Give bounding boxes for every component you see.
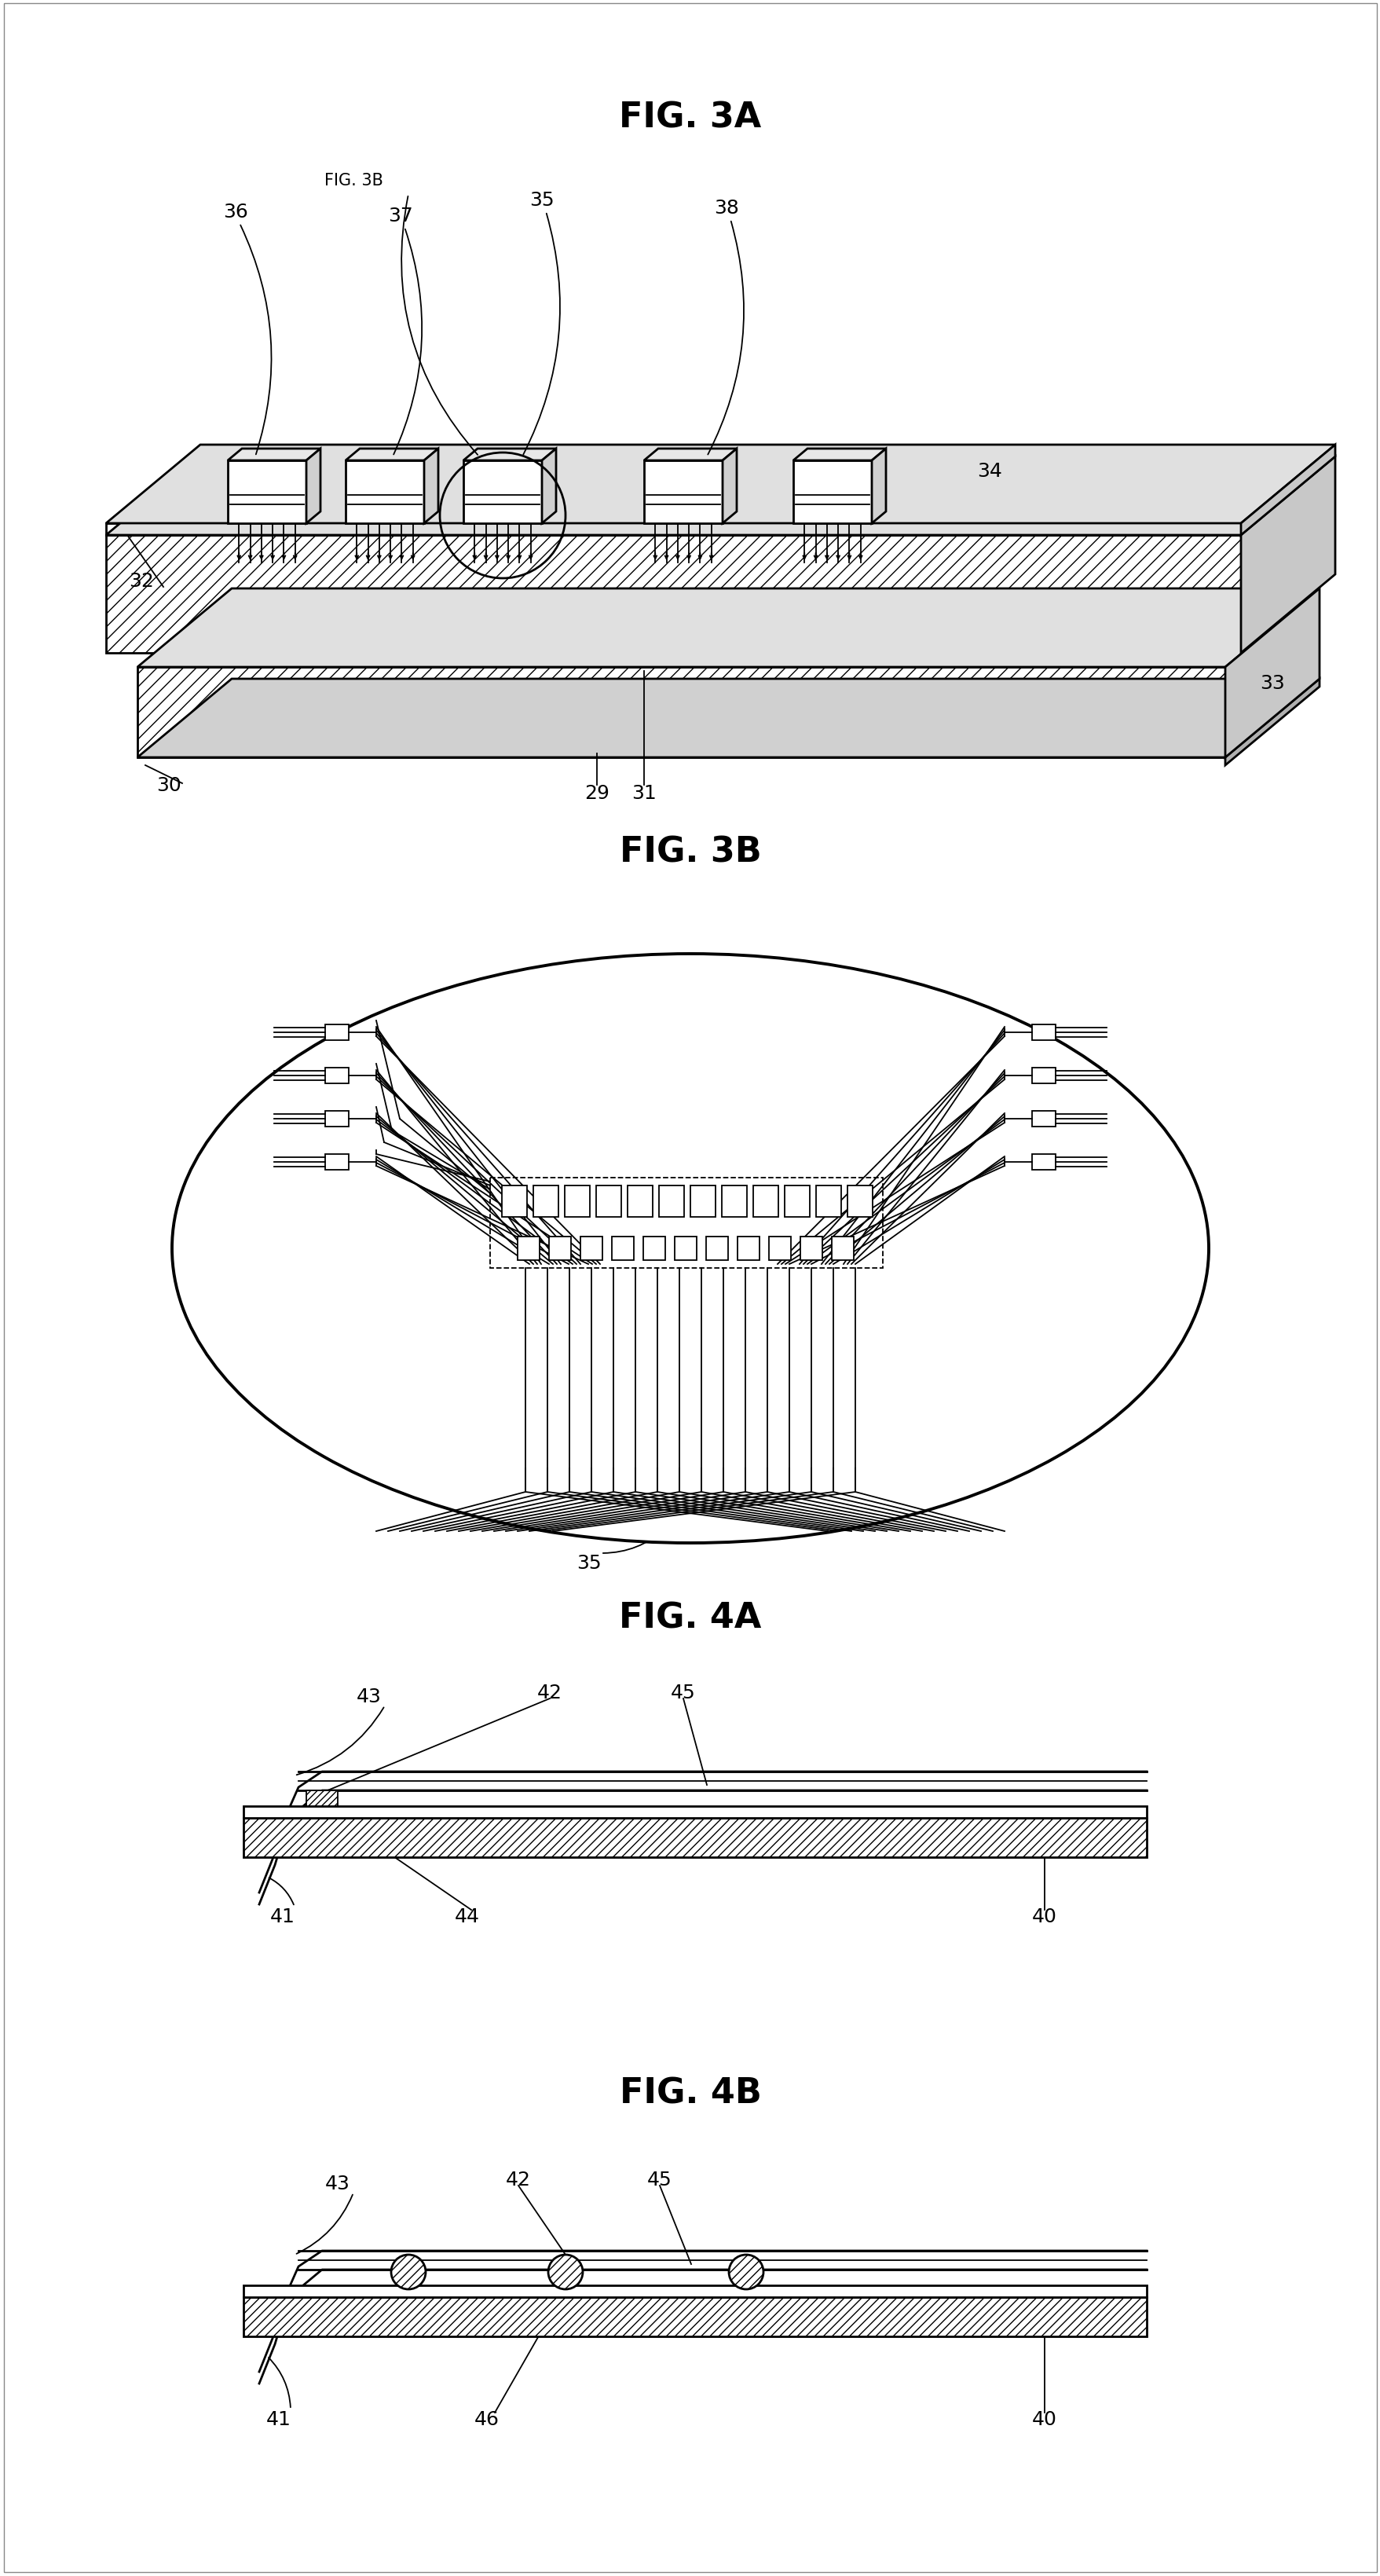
Polygon shape	[161, 654, 1201, 667]
Polygon shape	[138, 680, 1319, 757]
Ellipse shape	[172, 953, 1208, 1543]
Polygon shape	[722, 448, 737, 523]
Polygon shape	[1224, 590, 1319, 757]
Text: 40: 40	[1031, 2409, 1057, 2429]
Polygon shape	[106, 523, 1241, 536]
Bar	[596, 1185, 621, 1218]
Bar	[345, 461, 424, 523]
Bar	[800, 1236, 822, 1260]
Polygon shape	[138, 667, 1224, 757]
Polygon shape	[106, 456, 1334, 536]
Text: 38: 38	[713, 198, 738, 216]
Bar	[611, 1236, 633, 1260]
Text: FIG. 3B: FIG. 3B	[324, 173, 382, 188]
Bar	[306, 1790, 338, 1806]
Text: 35: 35	[577, 1553, 602, 1571]
Polygon shape	[345, 448, 437, 461]
Circle shape	[548, 2254, 582, 2290]
Bar	[831, 1236, 853, 1260]
Bar	[490, 1177, 882, 1267]
Polygon shape	[424, 448, 437, 523]
Bar	[324, 1154, 349, 1170]
Polygon shape	[541, 448, 556, 523]
Bar	[243, 1819, 1145, 1857]
Polygon shape	[794, 448, 886, 461]
Polygon shape	[1241, 446, 1334, 536]
Text: 41: 41	[266, 2409, 291, 2429]
Bar	[658, 1185, 683, 1218]
Bar	[1031, 1069, 1056, 1084]
Circle shape	[391, 2254, 425, 2290]
Text: 44: 44	[454, 1906, 480, 1927]
Bar	[580, 1236, 602, 1260]
Bar	[1031, 1110, 1056, 1128]
Text: 31: 31	[631, 783, 656, 804]
Bar	[794, 461, 871, 523]
Text: 36: 36	[224, 204, 248, 222]
Bar	[464, 461, 541, 523]
Bar	[324, 1025, 349, 1041]
Polygon shape	[106, 536, 1241, 654]
Text: 39: 39	[575, 1103, 600, 1121]
Text: 43: 43	[356, 1687, 381, 1705]
Bar	[243, 2298, 1145, 2336]
Bar	[564, 1185, 589, 1218]
Text: FIG. 4A: FIG. 4A	[618, 1600, 762, 1636]
Bar	[722, 1185, 747, 1218]
Polygon shape	[643, 448, 737, 461]
Bar	[847, 1185, 872, 1218]
Polygon shape	[106, 446, 1334, 523]
Bar	[1031, 1154, 1056, 1170]
Text: 35: 35	[529, 191, 553, 209]
Polygon shape	[306, 448, 320, 523]
Text: 32: 32	[128, 572, 153, 590]
Polygon shape	[871, 448, 886, 523]
Polygon shape	[1241, 456, 1334, 654]
Bar	[533, 1185, 558, 1218]
Bar	[324, 1110, 349, 1128]
Bar	[675, 1236, 697, 1260]
Bar	[549, 1236, 571, 1260]
Bar	[753, 1185, 778, 1218]
Text: 42: 42	[537, 1682, 562, 1703]
Bar	[501, 1185, 527, 1218]
Bar	[816, 1185, 840, 1218]
Bar	[243, 1806, 1145, 1819]
Bar	[643, 461, 722, 523]
Bar	[627, 1185, 653, 1218]
Bar	[228, 461, 306, 523]
Bar	[324, 1069, 349, 1084]
Text: 42: 42	[505, 2169, 531, 2190]
Polygon shape	[464, 448, 556, 461]
Text: 30: 30	[156, 775, 181, 796]
Text: 33: 33	[1259, 675, 1285, 693]
Bar	[769, 1236, 791, 1260]
Bar	[690, 1185, 715, 1218]
Bar	[737, 1236, 759, 1260]
Text: FIG. 4B: FIG. 4B	[620, 2076, 760, 2110]
Bar	[518, 1236, 540, 1260]
Polygon shape	[1224, 680, 1319, 765]
Text: 43: 43	[326, 2174, 351, 2192]
Text: FIG. 3B: FIG. 3B	[620, 835, 760, 868]
Bar	[705, 1236, 727, 1260]
Text: 45: 45	[671, 1682, 696, 1703]
Text: 34: 34	[977, 461, 1002, 482]
Text: 40: 40	[1031, 1906, 1057, 1927]
Bar	[243, 2285, 1145, 2298]
Text: 46: 46	[475, 2409, 500, 2429]
Text: 37: 37	[388, 206, 413, 227]
Text: 29: 29	[584, 783, 609, 804]
Bar	[643, 1236, 665, 1260]
Text: 45: 45	[647, 2169, 672, 2190]
Bar	[1031, 1025, 1056, 1041]
Text: 41: 41	[270, 1906, 295, 1927]
Polygon shape	[138, 590, 1319, 667]
Bar	[784, 1185, 809, 1218]
Circle shape	[729, 2254, 763, 2290]
Text: FIG. 3A: FIG. 3A	[618, 100, 762, 134]
Polygon shape	[228, 448, 320, 461]
